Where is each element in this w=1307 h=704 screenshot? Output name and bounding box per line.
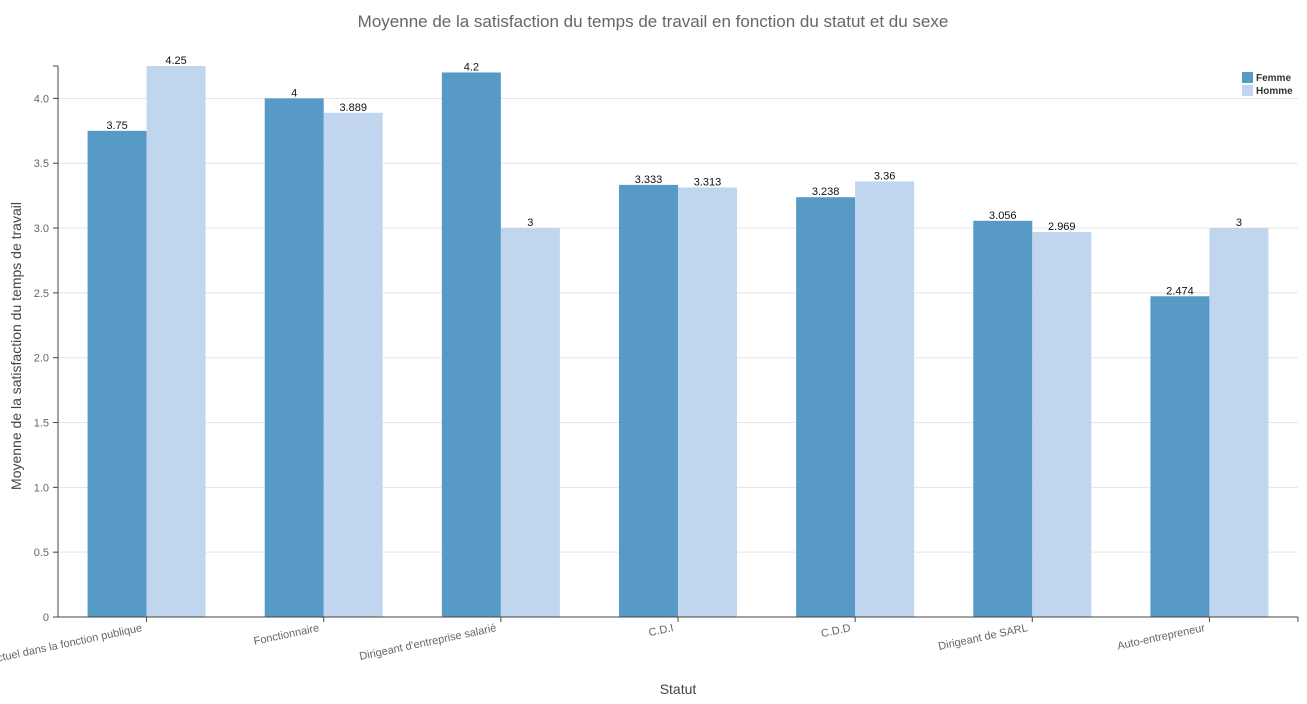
legend-swatch-femme[interactable] xyxy=(1242,72,1253,83)
bar-homme[interactable] xyxy=(1209,228,1269,617)
bar-value-label: 4.25 xyxy=(165,55,186,67)
x-category-label: C.D.I xyxy=(648,622,675,639)
bar-value-label: 4 xyxy=(291,87,297,99)
x-category-label: C.D.D xyxy=(820,622,852,640)
legend-label[interactable]: Femme xyxy=(1256,73,1291,84)
bar-femme[interactable] xyxy=(441,72,501,617)
x-category-label: Contractuel dans la fonction publique xyxy=(0,622,143,671)
bars xyxy=(87,66,1269,618)
bar-homme[interactable] xyxy=(1032,232,1092,617)
y-tick-label: 1.5 xyxy=(34,418,49,430)
y-tick-label: 4.0 xyxy=(34,93,49,105)
x-category-label: Fonctionnaire xyxy=(253,622,321,648)
bar-femme[interactable] xyxy=(264,98,324,618)
legend: Femme Homme xyxy=(1242,72,1293,97)
x-category-label: Dirigeant de SARL xyxy=(937,622,1029,653)
x-axis-title: Statut xyxy=(660,681,697,697)
legend-swatch-homme[interactable] xyxy=(1242,85,1253,96)
bar-femme[interactable] xyxy=(87,130,147,617)
y-axis-title: Moyenne de la satisfaction du temps de t… xyxy=(8,202,24,490)
bar-femme[interactable] xyxy=(619,184,678,617)
bar-homme[interactable] xyxy=(678,187,737,617)
y-tick-label: 3.5 xyxy=(34,158,49,170)
y-tick-label: 1.0 xyxy=(34,482,49,494)
bar-value-label: 2.474 xyxy=(1166,285,1194,297)
bar-value-label: 3 xyxy=(527,217,533,229)
bar-value-label: 3.238 xyxy=(812,186,840,198)
bar-homme[interactable] xyxy=(146,66,206,617)
bar-femme[interactable] xyxy=(973,220,1033,617)
y-tick-label: 0 xyxy=(43,612,49,624)
bar-value-label: 2.969 xyxy=(1048,221,1076,233)
data-labels: 3.75 4.25 4 3.889 4.2 3 3.333 3.313 3.238 3.36 3.0… xyxy=(106,55,1242,297)
bar-value-label: 3.75 xyxy=(106,120,127,132)
bar-value-label: 3.333 xyxy=(635,174,663,186)
bar-value-label: 3.889 xyxy=(339,102,367,114)
bar-value-label: 3 xyxy=(1236,217,1242,229)
chart-title: Moyenne de la satisfaction du temps de t… xyxy=(358,12,949,31)
bar-homme[interactable] xyxy=(500,228,560,617)
bar-femme[interactable] xyxy=(1150,296,1210,617)
bar-value-label: 3.056 xyxy=(989,210,1017,222)
bar-femme[interactable] xyxy=(796,197,856,617)
bar-value-label: 4.2 xyxy=(464,61,479,73)
y-tick-label: 2.0 xyxy=(34,353,49,365)
bar-homme[interactable] xyxy=(855,181,915,618)
x-category-label: Dirigeant d'entreprise salarié xyxy=(358,622,497,663)
bar-value-label: 3.36 xyxy=(874,170,895,182)
bar-value-label: 3.313 xyxy=(694,176,722,188)
legend-label[interactable]: Homme xyxy=(1256,86,1293,97)
y-tick-label: 3.0 xyxy=(34,223,49,235)
y-tick-label: 2.5 xyxy=(34,288,49,300)
x-category-label: Auto-entrepreneur xyxy=(1116,622,1206,652)
bar-homme[interactable] xyxy=(323,112,383,618)
y-tick-label: 0.5 xyxy=(34,547,49,559)
